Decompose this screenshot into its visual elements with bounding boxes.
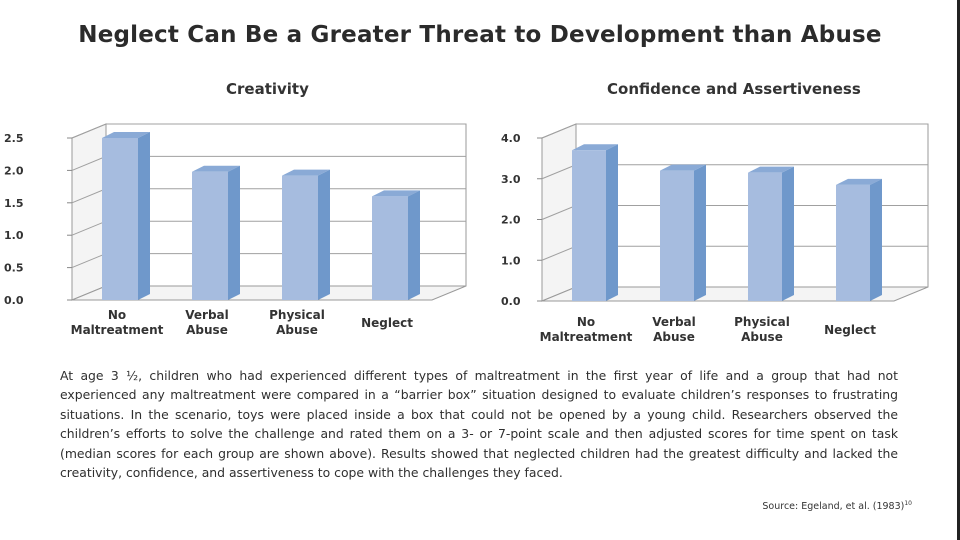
bar xyxy=(192,171,228,300)
bar xyxy=(572,150,606,301)
y-tick-label: 0.5 xyxy=(4,262,24,275)
bar xyxy=(282,175,318,300)
y-tick-label: 1.0 xyxy=(4,229,24,242)
gridline xyxy=(541,123,928,139)
slide-right-border xyxy=(957,0,960,540)
bar xyxy=(372,196,408,300)
x-category-label: Verbal xyxy=(185,308,229,322)
bar-side xyxy=(694,164,706,301)
y-tick-label: 1.5 xyxy=(4,197,24,210)
bar-side xyxy=(408,190,420,300)
x-category-label: Physical xyxy=(269,308,325,322)
bar xyxy=(660,170,694,301)
x-category-label: Abuse xyxy=(653,330,695,344)
source-ref: 10 xyxy=(904,500,912,507)
y-tick-label: 2.0 xyxy=(501,214,521,227)
x-category-label: No xyxy=(577,315,595,329)
y-tick-label: 2.0 xyxy=(4,164,24,177)
bar-side xyxy=(606,144,618,301)
bar-top xyxy=(192,165,240,172)
x-category-label: Maltreatment xyxy=(71,323,164,337)
x-category-label: No xyxy=(108,308,126,322)
x-category-label: Neglect xyxy=(361,316,413,330)
x-category-label: Neglect xyxy=(824,323,876,337)
bar xyxy=(748,172,782,301)
x-category-label: Verbal xyxy=(652,315,696,329)
gridline xyxy=(71,123,466,139)
x-category-label: Abuse xyxy=(276,323,318,337)
bar-top xyxy=(102,132,150,138)
y-tick-label: 0.0 xyxy=(4,294,24,307)
bar-side xyxy=(782,166,794,301)
bar-side xyxy=(138,132,150,300)
bar-top xyxy=(572,144,618,151)
page-title: Neglect Can Be a Greater Threat to Devel… xyxy=(78,22,882,48)
source-citation: Source: Egeland, et al. (1983)10 xyxy=(762,500,912,512)
bar-side xyxy=(870,178,882,301)
bar-top xyxy=(836,178,882,185)
chart-title-creativity: Creativity xyxy=(226,80,309,98)
bar-top xyxy=(748,166,794,173)
y-tick-label: 3.0 xyxy=(501,173,521,186)
description-paragraph: At age 3 ½, children who had experienced… xyxy=(60,368,898,481)
bar xyxy=(102,138,138,300)
chart-title-confidence: Confidence and Assertiveness xyxy=(607,80,861,98)
bar-top xyxy=(660,164,706,171)
bar-side xyxy=(228,165,240,300)
x-category-label: Abuse xyxy=(741,330,783,344)
bar-top xyxy=(282,169,330,176)
x-category-label: Physical xyxy=(734,315,790,329)
bar-top xyxy=(372,190,420,197)
bar xyxy=(836,184,870,301)
confidence-chart: 0.01.02.03.04.0NoMaltreatmentVerbalAbuse… xyxy=(501,123,929,344)
x-category-label: Abuse xyxy=(186,323,228,337)
source-text: Source: Egeland, et al. (1983) xyxy=(762,501,905,513)
y-tick-label: 4.0 xyxy=(501,132,521,145)
y-tick-label: 1.0 xyxy=(501,254,521,267)
chart-side-wall xyxy=(71,123,107,301)
x-category-label: Maltreatment xyxy=(540,330,633,344)
y-tick-label: 2.5 xyxy=(4,132,24,145)
bar-side xyxy=(318,169,330,300)
y-tick-label: 0.0 xyxy=(501,295,521,308)
creativity-chart: 0.00.51.01.52.02.5NoMaltreatmentVerbalAb… xyxy=(4,123,467,337)
